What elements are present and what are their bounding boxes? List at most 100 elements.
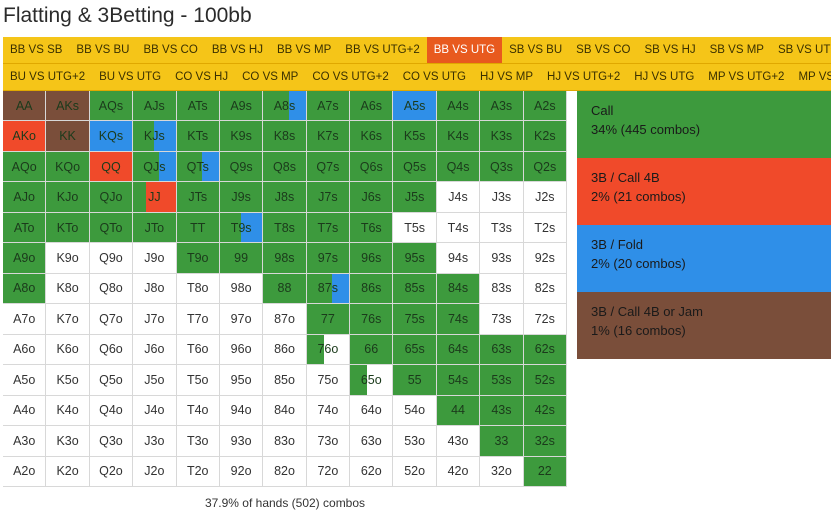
hand-cell-95s[interactable]: 95s xyxy=(393,243,437,274)
tab-bu-vs-utgplus2[interactable]: BU VS UTG+2 xyxy=(10,71,86,83)
hand-cell-k5s[interactable]: K5s xyxy=(393,121,437,152)
hand-cell-kto[interactable]: KTo xyxy=(46,212,90,244)
hand-cell-j9o[interactable]: J9o xyxy=(133,243,177,274)
hand-cell-qq[interactable]: QQ xyxy=(89,151,134,183)
hand-cell-q8s[interactable]: Q8s xyxy=(263,151,307,183)
hand-cell-a8o[interactable]: A8o xyxy=(3,273,47,305)
hand-cell-62o[interactable]: 62o xyxy=(350,456,394,487)
hand-cell-ats[interactable]: ATs xyxy=(176,91,220,122)
hand-cell-99[interactable]: 99 xyxy=(219,243,264,274)
hand-cell-k3s[interactable]: K3s xyxy=(480,121,524,152)
hand-cell-t5o[interactable]: T5o xyxy=(176,365,220,396)
hand-cell-k7o[interactable]: K7o xyxy=(46,304,90,335)
hand-cell-j3o[interactable]: J3o xyxy=(133,426,177,457)
tab-mp-vs-utg[interactable]: MP VS UTG xyxy=(798,71,831,83)
hand-cell-ato[interactable]: ATo xyxy=(3,212,47,244)
hand-cell-76s[interactable]: 76s xyxy=(350,304,394,335)
hand-cell-52s[interactable]: 52s xyxy=(523,365,567,396)
hand-cell-q2s[interactable]: Q2s xyxy=(523,151,567,183)
hand-cell-66[interactable]: 66 xyxy=(350,334,394,366)
hand-cell-77[interactable]: 77 xyxy=(306,304,351,335)
hand-cell-ajo[interactable]: AJo xyxy=(3,182,47,213)
hand-cell-88[interactable]: 88 xyxy=(263,273,307,305)
hand-cell-k6s[interactable]: K6s xyxy=(350,121,394,152)
hand-cell-75o[interactable]: 75o xyxy=(306,365,351,396)
tab-bu-vs-utg[interactable]: BU VS UTG xyxy=(99,71,162,83)
legend-item-threebet-fold[interactable]: 3B / Fold 2% (20 combos) xyxy=(577,225,831,292)
hand-cell-76o[interactable]: 76o xyxy=(306,334,351,366)
hand-cell-a8s[interactable]: A8s xyxy=(263,91,307,122)
hand-cell-98s[interactable]: 98s xyxy=(263,243,307,274)
hand-cell-k2s[interactable]: K2s xyxy=(523,121,567,152)
hand-cell-a4o[interactable]: A4o xyxy=(3,395,47,427)
hand-cell-k8s[interactable]: K8s xyxy=(263,121,307,152)
hand-cell-a5s[interactable]: A5s xyxy=(393,91,437,122)
hand-cell-96s[interactable]: 96s xyxy=(350,243,394,274)
hand-cell-j7o[interactable]: J7o xyxy=(133,304,177,335)
hand-cell-96o[interactable]: 96o xyxy=(219,334,264,366)
hand-cell-t4s[interactable]: T4s xyxy=(436,212,481,244)
hand-cell-52o[interactable]: 52o xyxy=(393,456,437,487)
tab-bb-vs-hj[interactable]: BB VS HJ xyxy=(211,44,263,56)
tab-bb-vs-utgplus2[interactable]: BB VS UTG+2 xyxy=(345,44,420,56)
hand-cell-a7s[interactable]: A7s xyxy=(306,91,351,122)
hand-cell-tt[interactable]: TT xyxy=(176,212,220,244)
hand-cell-q7s[interactable]: Q7s xyxy=(306,151,351,183)
hand-cell-42o[interactable]: 42o xyxy=(436,456,481,487)
hand-cell-a9o[interactable]: A9o xyxy=(3,243,47,274)
tab-co-vs-mp[interactable]: CO VS MP xyxy=(242,71,299,83)
hand-cell-j8s[interactable]: J8s xyxy=(263,182,307,213)
hand-cell-k4s[interactable]: K4s xyxy=(436,121,481,152)
hand-cell-t3o[interactable]: T3o xyxy=(176,426,220,457)
hand-cell-j5o[interactable]: J5o xyxy=(133,365,177,396)
hand-cell-t6o[interactable]: T6o xyxy=(176,334,220,366)
hand-cell-a9s[interactable]: A9s xyxy=(219,91,264,122)
hand-cell-kjo[interactable]: KJo xyxy=(46,182,90,213)
hand-cell-q4s[interactable]: Q4s xyxy=(436,151,481,183)
hand-cell-98o[interactable]: 98o xyxy=(219,273,264,305)
hand-cell-97o[interactable]: 97o xyxy=(219,304,264,335)
hand-cell-a4s[interactable]: A4s xyxy=(436,91,481,122)
hand-cell-j4s[interactable]: J4s xyxy=(436,182,481,213)
hand-cell-86o[interactable]: 86o xyxy=(263,334,307,366)
hand-cell-qts[interactable]: QTs xyxy=(176,151,220,183)
hand-cell-aa[interactable]: AA xyxy=(3,91,47,122)
hand-cell-85s[interactable]: 85s xyxy=(393,273,437,305)
hand-cell-83o[interactable]: 83o xyxy=(263,426,307,457)
hand-cell-jj[interactable]: JJ xyxy=(133,182,177,213)
hand-cell-54o[interactable]: 54o xyxy=(393,395,437,427)
hand-cell-k2o[interactable]: K2o xyxy=(46,456,90,487)
hand-cell-t5s[interactable]: T5s xyxy=(393,212,437,244)
hand-cell-92o[interactable]: 92o xyxy=(219,456,264,487)
hand-cell-j7s[interactable]: J7s xyxy=(306,182,351,213)
hand-cell-a7o[interactable]: A7o xyxy=(3,304,47,335)
hand-cell-ako[interactable]: AKo xyxy=(3,121,47,152)
hand-cell-k6o[interactable]: K6o xyxy=(46,334,90,366)
hand-cell-54s[interactable]: 54s xyxy=(436,365,481,396)
hand-cell-43s[interactable]: 43s xyxy=(480,395,524,427)
hand-cell-44[interactable]: 44 xyxy=(436,395,481,427)
legend-item-threebet-jam[interactable]: 3B / Call 4B or Jam 1% (16 combos) xyxy=(577,292,831,359)
hand-cell-87s[interactable]: 87s xyxy=(306,273,351,305)
hand-cell-64s[interactable]: 64s xyxy=(436,334,481,366)
tab-sb-vs-utgplus2[interactable]: SB VS UTG+2 xyxy=(777,44,831,56)
hand-cell-q2o[interactable]: Q2o xyxy=(89,456,134,487)
hand-cell-74o[interactable]: 74o xyxy=(306,395,351,427)
hand-cell-aks[interactable]: AKs xyxy=(46,91,90,122)
hand-cell-72o[interactable]: 72o xyxy=(306,456,351,487)
hand-cell-63s[interactable]: 63s xyxy=(480,334,524,366)
hand-cell-k8o[interactable]: K8o xyxy=(46,273,90,305)
tab-bb-vs-co[interactable]: BB VS CO xyxy=(143,44,198,56)
hand-cell-q5o[interactable]: Q5o xyxy=(89,365,134,396)
hand-cell-kqo[interactable]: KQo xyxy=(46,151,90,183)
hand-cell-93o[interactable]: 93o xyxy=(219,426,264,457)
hand-cell-75s[interactable]: 75s xyxy=(393,304,437,335)
hand-cell-j3s[interactable]: J3s xyxy=(480,182,524,213)
hand-cell-a6s[interactable]: A6s xyxy=(350,91,394,122)
hand-cell-74s[interactable]: 74s xyxy=(436,304,481,335)
hand-cell-53s[interactable]: 53s xyxy=(480,365,524,396)
hand-cell-jts[interactable]: JTs xyxy=(176,182,220,213)
hand-cell-94o[interactable]: 94o xyxy=(219,395,264,427)
hand-cell-j5s[interactable]: J5s xyxy=(393,182,437,213)
tab-sb-vs-hj[interactable]: SB VS HJ xyxy=(644,44,696,56)
